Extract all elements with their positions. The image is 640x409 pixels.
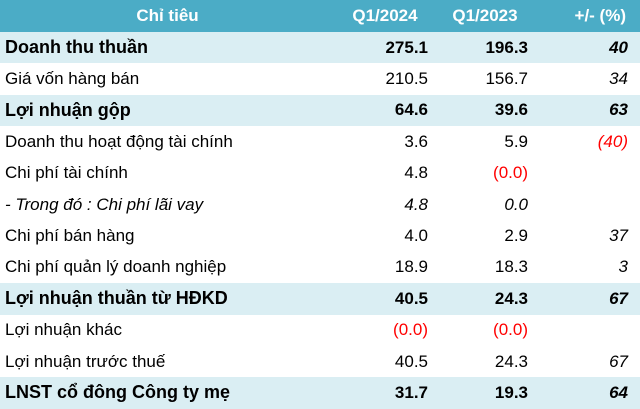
row-label: Chi phí bán hàng: [5, 226, 135, 246]
row-label: Lợi nhuận khác: [5, 320, 123, 340]
value-q1-2023: 2.9: [504, 226, 528, 246]
value-q1-2023: 39.6: [435, 94, 535, 127]
row-label: - Trong đó : Chi phí lãi vay: [5, 194, 204, 214]
value-q1-2024: 3.6: [404, 131, 428, 151]
row-label: Chi phí tài chính: [5, 163, 128, 183]
value-q1-2024: 18.9: [394, 257, 428, 277]
value-q1-2023: 156.7: [485, 69, 528, 89]
value-q1-2024: 40.5: [335, 283, 435, 315]
value-q1-2023: 19.3: [435, 377, 535, 409]
row-label: Giá vốn hàng bán: [5, 69, 140, 89]
table-row: Lợi nhuận gộp 64.6 39.6 63: [0, 94, 640, 127]
header-q1-2023: Q1/2023: [435, 0, 535, 32]
value-q1-2023: 196.3: [435, 32, 535, 64]
row-label: Doanh thu thuần: [0, 32, 335, 64]
header-change-pct: +/- (%): [535, 0, 640, 32]
value-q1-2023: (0.0): [493, 320, 528, 340]
header-row: Chỉ tiêu Q1/2024 Q1/2023 +/- (%): [0, 0, 640, 32]
value-change-pct: 67: [609, 351, 628, 371]
value-q1-2023: 5.9: [504, 131, 528, 151]
row-label: Lợi nhuận thuần từ HĐKD: [0, 283, 335, 315]
table-row: Lợi nhuận trước thuế 40.5 24.3 67: [0, 346, 640, 377]
value-change-pct: (40): [597, 131, 628, 151]
row-label: Lợi nhuận gộp: [0, 94, 335, 127]
value-q1-2023: 24.3: [494, 351, 528, 371]
value-change-pct: [535, 189, 640, 220]
table-row: Lợi nhuận thuần từ HĐKD 40.5 24.3 67: [0, 283, 640, 315]
value-change-pct: 40: [535, 32, 640, 64]
header-q1-2024: Q1/2024: [335, 0, 435, 32]
value-q1-2023: 24.3: [435, 283, 535, 315]
table-row: Chi phí quản lý doanh nghiệp 18.9 18.3 3: [0, 252, 640, 283]
value-q1-2024: 4.0: [404, 226, 428, 246]
value-change-pct: [535, 315, 640, 346]
value-q1-2024: 64.6: [335, 94, 435, 127]
value-q1-2023: 18.3: [494, 257, 528, 277]
table-row: - Trong đó : Chi phí lãi vay 4.8 0.0: [0, 189, 640, 220]
row-label: Doanh thu hoạt động tài chính: [5, 131, 233, 151]
header-indicator: Chỉ tiêu: [0, 0, 335, 32]
row-label: Lợi nhuận trước thuế: [5, 351, 166, 371]
value-change-pct: 67: [535, 283, 640, 315]
row-label: Chi phí quản lý doanh nghiệp: [5, 257, 227, 277]
table-row: Chi phí bán hàng 4.0 2.9 37: [0, 220, 640, 251]
value-q1-2023: (0.0): [493, 163, 528, 183]
row-label: LNST cổ đông Công ty mẹ: [0, 377, 335, 409]
value-change-pct: [535, 158, 640, 189]
value-q1-2024: 275.1: [335, 32, 435, 64]
value-q1-2024: 40.5: [394, 351, 428, 371]
table-row: Giá vốn hàng bán 210.5 156.7 34: [0, 63, 640, 94]
value-change-pct: 3: [618, 257, 628, 277]
table-row: LNST cổ đông Công ty mẹ 31.7 19.3 64: [0, 377, 640, 409]
value-q1-2024: 4.8: [404, 194, 428, 214]
value-q1-2024: 31.7: [335, 377, 435, 409]
value-q1-2023: 0.0: [504, 194, 528, 214]
table-row: Doanh thu hoạt động tài chính 3.6 5.9 (40): [0, 126, 640, 157]
value-q1-2024: (0.0): [393, 320, 428, 340]
table-row: Doanh thu thuần 275.1 196.3 40: [0, 32, 640, 64]
table-row: Chi phí tài chính 4.8 (0.0): [0, 158, 640, 189]
value-change-pct: 37: [609, 226, 628, 246]
value-q1-2024: 210.5: [385, 69, 428, 89]
table-row: Lợi nhuận khác (0.0) (0.0): [0, 315, 640, 346]
value-q1-2024: 4.8: [404, 163, 428, 183]
value-change-pct: 63: [535, 94, 640, 127]
value-change-pct: 34: [609, 69, 628, 89]
value-change-pct: 64: [535, 377, 640, 409]
